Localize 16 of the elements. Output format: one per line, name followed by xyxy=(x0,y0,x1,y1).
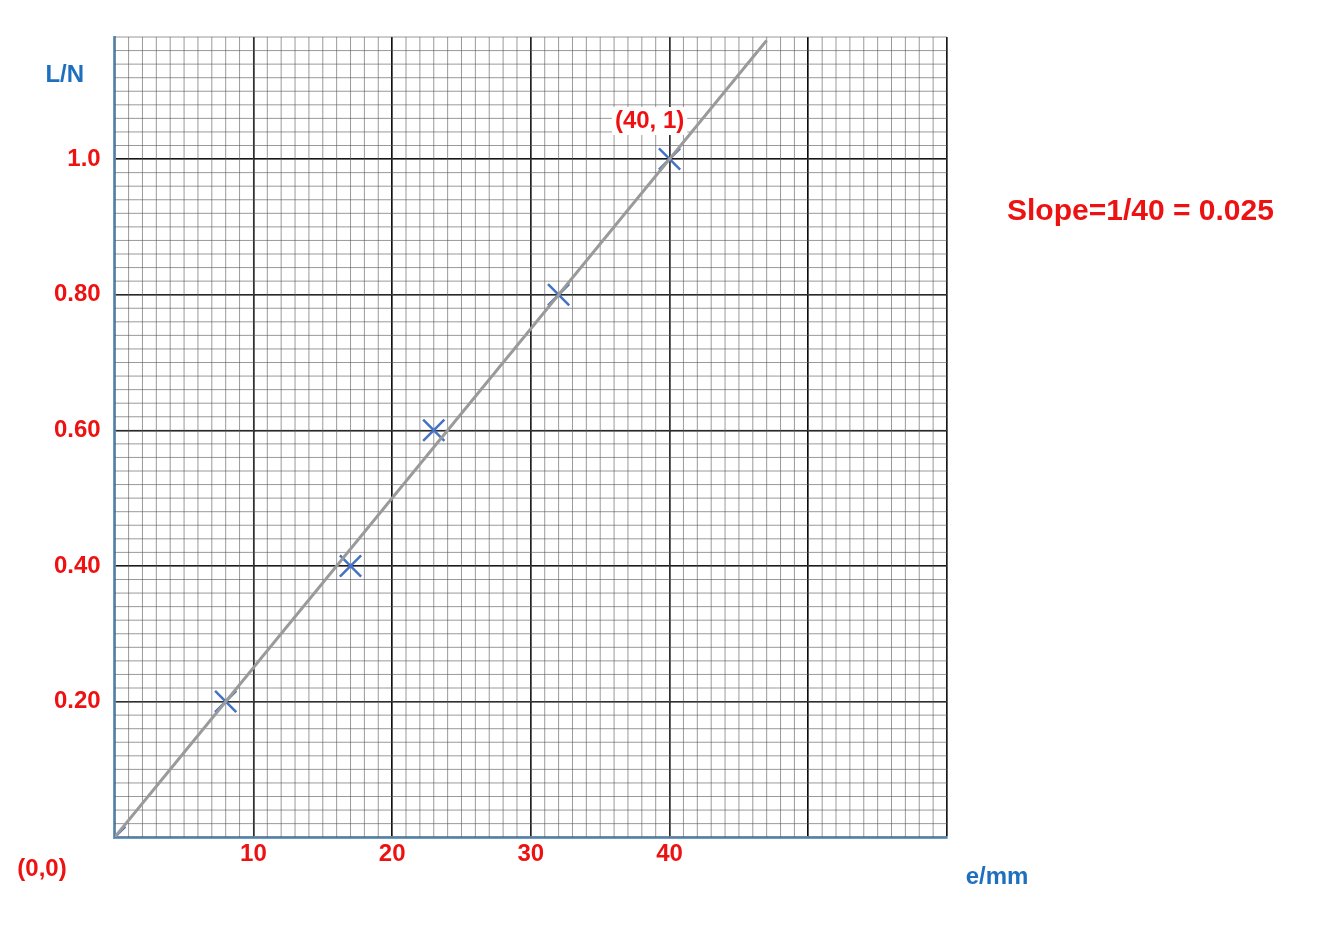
x-axis-title: e/mm xyxy=(965,861,1029,889)
y-axis-title: L/N xyxy=(45,59,85,87)
annotation: (0,0) xyxy=(17,853,67,881)
annotation: (40, 1) xyxy=(614,105,685,133)
text: Slope=1/40 = 0.025 xyxy=(1007,193,1274,227)
point xyxy=(421,418,446,443)
point xyxy=(338,554,363,578)
x-tick-label: 10 xyxy=(240,839,267,867)
x-tick-label: 20 xyxy=(378,839,406,867)
y-tick-label: 0.60 xyxy=(53,414,101,442)
y-tick-label: 1.0 xyxy=(67,143,101,171)
x-tick-label: 30 xyxy=(517,839,545,867)
x-tick-label: 40 xyxy=(656,839,683,867)
y-tick-label: 0.20 xyxy=(53,686,101,714)
y-tick-label: 0.80 xyxy=(53,279,101,307)
y-tick-label: 0.40 xyxy=(53,550,101,578)
